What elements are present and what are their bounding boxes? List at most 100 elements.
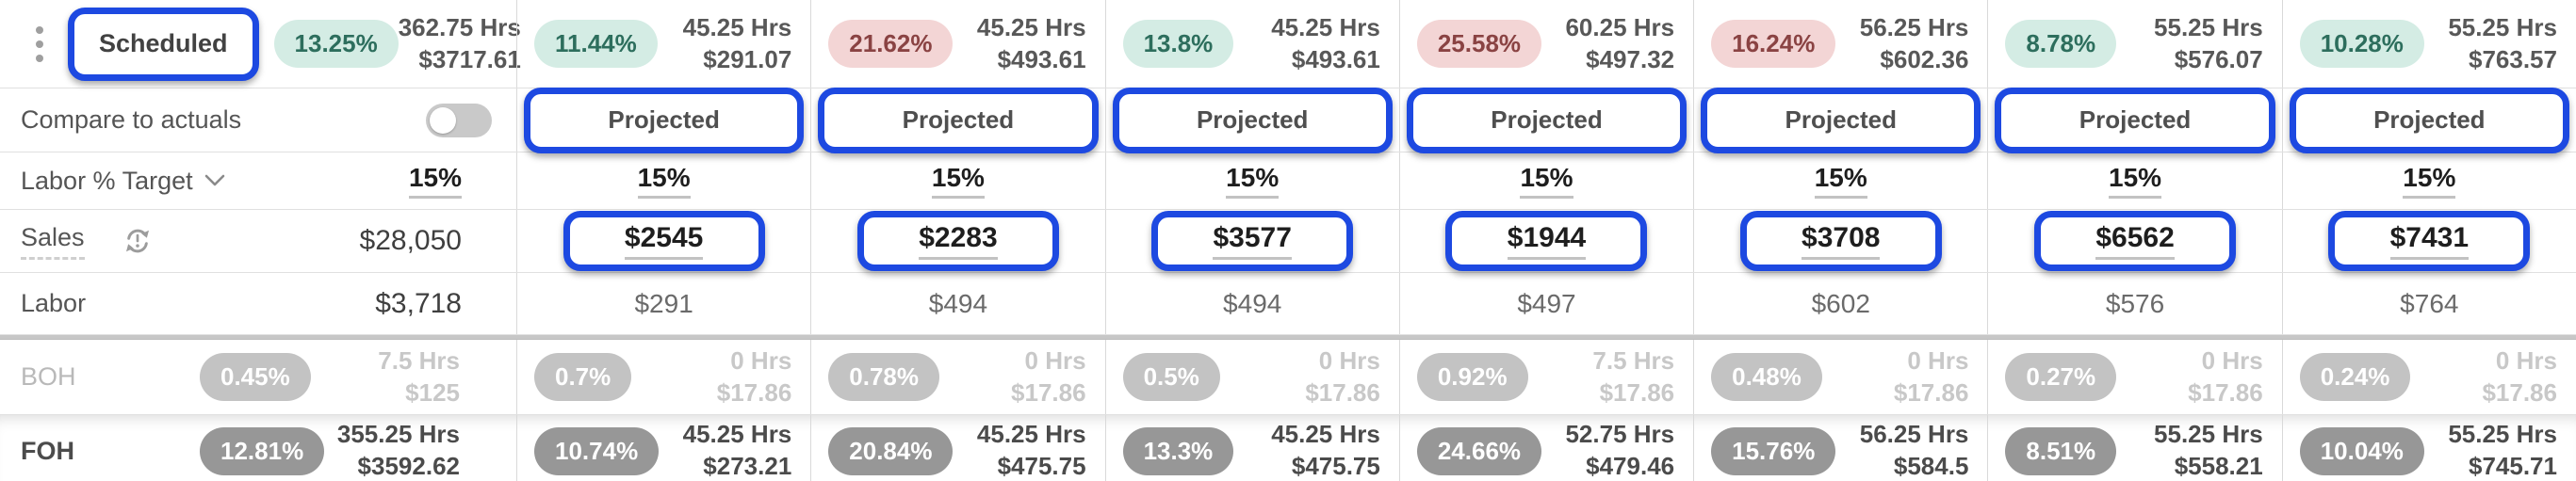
projected-row: Compare to actuals Projected Projected P… [0,87,2576,153]
projected-button[interactable]: Projected [524,87,805,153]
foh-summary-cell: FOH 12.81% 355.25 Hrs $3592.62 [0,415,516,481]
day-amount: $493.61 [997,44,1086,73]
boh-day-amount: $17.86 [1305,377,1380,407]
section-divider [0,335,2576,340]
chevron-down-icon[interactable] [204,174,225,187]
projected-button[interactable]: Projected [1112,87,1393,153]
kebab-menu-icon[interactable] [36,25,43,62]
boh-totals: 7.5 Hrs $125 [378,345,460,409]
projected-button[interactable]: Projected [1995,87,2275,153]
sales-input[interactable]: $2283 [856,211,1059,271]
day-totals: 56.25 Hrs $602.36 [1860,12,1969,76]
foh-day-badge: 8.51% [2005,426,2117,475]
labor-day-value: $291 [634,288,693,318]
labor-day-value: $497 [1517,288,1576,318]
foh-totals: 355.25 Hrs $3592.62 [337,419,460,481]
foh-day-hours: 45.25 Hrs [976,420,1086,449]
sales-day-value[interactable]: $6562 [2095,222,2175,260]
labor-target-cell: Labor % Target 15% [0,152,516,209]
labor-target-day-value[interactable]: 15% [1814,163,1867,199]
labor-label: Labor [21,289,87,317]
sales-input[interactable]: $6562 [2034,211,2237,271]
boh-day-amount: $17.86 [2482,377,2557,407]
boh-day-badge: 0.48% [1711,353,1822,401]
projected-button[interactable]: Projected [1701,87,1981,153]
foh-day-amount: $475.75 [997,452,1086,480]
sync-alert-icon[interactable] [122,226,153,256]
toggle-knob [430,106,456,134]
day-summary-cell: 21.62% 45.25 Hrs $493.61 [810,0,1104,88]
foh-day-amount: $475.75 [1291,452,1380,480]
day-summary-cell: 10.28% 55.25 Hrs $763.57 [2281,0,2576,88]
labor-target-day-value[interactable]: 15% [2403,163,2456,199]
foh-day-hours: 56.25 Hrs [1859,420,1969,449]
boh-label: BOH [21,362,76,391]
foh-day-badge: 15.76% [1711,426,1836,475]
projected-label: Projected [1491,105,1603,134]
day-amount: $493.61 [1291,44,1380,73]
projected-button[interactable]: Projected [1406,87,1687,153]
scheduled-total-hours: 362.75 Hrs [398,12,521,41]
sales-day-value[interactable]: $2545 [624,222,704,260]
sales-input[interactable]: $3577 [1151,211,1354,271]
foh-day-amount: $745.71 [2468,452,2557,480]
labor-row: Labor $3,718 $291 $494 $494 $497 $602 $5… [0,273,2576,335]
labor-target-day-value[interactable]: 15% [1520,163,1573,199]
projected-label: Projected [2373,105,2486,134]
labor-target-day-value[interactable]: 15% [2109,163,2162,199]
foh-day-amount: $558.21 [2174,452,2263,480]
sales-day-value[interactable]: $1944 [1507,222,1587,260]
day-labor-percent-badge: 8.78% [2005,20,2117,68]
compare-to-actuals-toggle[interactable] [426,103,492,137]
day-amount: $497.32 [1586,44,1675,73]
labor-target-label[interactable]: Labor % Target [21,166,193,195]
labor-day-value: $576 [2105,288,2165,318]
labor-target-day-value[interactable]: 15% [931,163,985,199]
foh-percent-badge: 12.81% [200,426,325,475]
day-labor-percent-badge: 21.62% [828,20,954,68]
scheduled-summary-row: Scheduled 13.25% 362.75 Hrs $3717.61 11.… [0,0,2576,88]
foh-department-row: FOH 12.81% 355.25 Hrs $3592.62 10.74% 45… [0,415,2576,481]
day-hours: 45.25 Hrs [1271,12,1380,41]
foh-day-amount: $273.21 [703,452,792,480]
foh-day-hours: 55.25 Hrs [2448,420,2557,449]
foh-day-hours: 52.75 Hrs [1565,420,1675,449]
sales-day-value[interactable]: $3708 [1802,222,1881,260]
sales-day-value[interactable]: $3577 [1213,222,1292,260]
sales-input[interactable]: $1944 [1445,211,1648,271]
projected-label: Projected [608,105,720,134]
scheduled-view-button[interactable]: Scheduled [68,7,259,81]
day-hours: 56.25 Hrs [1859,12,1969,41]
day-hours: 55.25 Hrs [2448,12,2557,41]
sales-total-value: $28,050 [359,225,462,256]
sales-day-value[interactable]: $7431 [2389,222,2470,260]
day-amount: $291.07 [703,44,792,73]
labor-target-value[interactable]: 15% [408,163,462,199]
day-summary-cell: 25.58% 60.25 Hrs $497.32 [1398,0,1693,88]
scheduled-totals: 362.75 Hrs $3717.61 [399,12,521,76]
scheduled-labor-percent-badge: 13.25% [273,20,399,68]
sales-input[interactable]: $3708 [1739,211,1942,271]
labor-day-value: $494 [928,288,988,318]
compare-to-actuals-cell: Compare to actuals [0,88,516,152]
projected-button[interactable]: Projected [2289,87,2569,153]
foh-hours: 355.25 Hrs [336,420,460,449]
labor-target-day-value[interactable]: 15% [637,163,691,199]
projected-button[interactable]: Projected [818,87,1099,153]
sales-input[interactable]: $7431 [2328,211,2531,271]
labor-target-day-value[interactable]: 15% [1226,163,1280,199]
sales-input[interactable]: $2545 [562,211,765,271]
day-hours: 55.25 Hrs [2154,12,2263,41]
boh-day-amount: $17.86 [716,377,792,407]
projected-label: Projected [1196,105,1309,134]
scheduled-summary-cell: Scheduled 13.25% 362.75 Hrs $3717.61 [0,0,521,88]
day-totals: 55.25 Hrs $763.57 [2448,12,2557,76]
foh-day-hours: 45.25 Hrs [1271,420,1380,449]
sales-label[interactable]: Sales [21,223,85,260]
boh-day-badge: 0.7% [534,353,632,401]
projected-label: Projected [2079,105,2192,134]
sales-day-value[interactable]: $2283 [919,222,998,260]
boh-day-hours: 0 Hrs [2495,345,2557,375]
foh-day-badge: 13.3% [1122,426,1234,475]
